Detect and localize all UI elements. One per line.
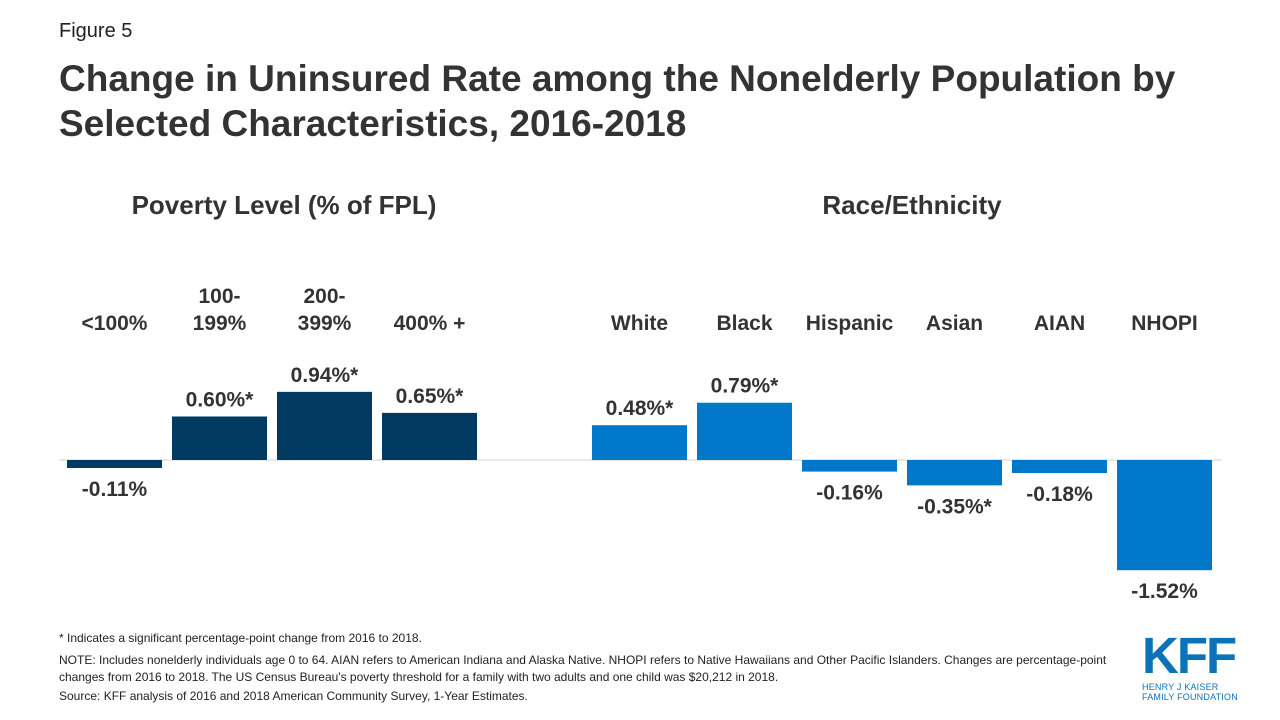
value-label-0-2: 0.94%* — [291, 364, 360, 387]
bar-0-1 — [172, 416, 267, 460]
value-label-1-5: -1.52% — [1131, 580, 1198, 603]
value-label-0-3: 0.65%* — [396, 385, 465, 408]
category-label-0-3: 400% + — [394, 312, 466, 335]
bar-1-1 — [697, 402, 792, 460]
logo-mark: KFF — [1142, 627, 1237, 684]
group-title-1: Race/Ethnicity — [822, 190, 1002, 220]
bar-1-4 — [1012, 460, 1107, 474]
category-label-0-0: <100% — [82, 312, 148, 335]
category-label-1-1: Black — [716, 312, 772, 335]
group-title-0: Poverty Level (% of FPL) — [132, 190, 437, 220]
value-label-1-4: -0.18% — [1026, 483, 1093, 506]
category-label-1-4: AIAN — [1034, 312, 1085, 335]
methodology-note: NOTE: Includes nonelderly individuals ag… — [59, 653, 1107, 684]
bar-1-5 — [1117, 460, 1212, 571]
category-label-0-2: 200-399% — [298, 285, 352, 335]
kff-logo: KFF HENRY J KAISER FAMILY FOUNDATION — [1142, 627, 1242, 703]
bar-1-3 — [907, 460, 1002, 486]
value-label-1-1: 0.79%* — [711, 375, 780, 398]
category-label-1-2: Hispanic — [806, 312, 894, 335]
value-label-1-0: 0.48%* — [606, 397, 675, 420]
significance-note: * Indicates a significant percentage-poi… — [59, 631, 422, 645]
value-label-1-2: -0.16% — [816, 482, 883, 505]
bar-chart: Poverty Level (% of FPL) <100% -0.11% 100-1… — [60, 190, 1222, 603]
bar-1-0 — [592, 425, 687, 460]
chart-title: Change in Uninsured Rate among the Nonel… — [59, 58, 1176, 144]
value-label-0-1: 0.60%* — [186, 389, 255, 412]
bar-1-2 — [802, 460, 897, 472]
category-label-1-5: NHOPI — [1131, 312, 1198, 335]
bar-0-2 — [277, 391, 372, 460]
figure-label: Figure 5 — [59, 20, 133, 42]
value-label-1-3: -0.35%* — [917, 495, 993, 518]
value-label-0-0: -0.11% — [82, 478, 148, 501]
logo-line-1: HENRY J KAISER — [1142, 682, 1219, 692]
category-label-1-0: White — [611, 312, 668, 335]
bar-0-0 — [67, 460, 162, 468]
category-label-1-3: Asian — [926, 312, 983, 335]
source-note: Source: KFF analysis of 2016 and 2018 Am… — [59, 689, 528, 703]
logo-line-2: FAMILY FOUNDATION — [1142, 692, 1238, 702]
category-label-0-1: 100-199% — [193, 285, 247, 335]
bar-0-3 — [382, 412, 477, 460]
